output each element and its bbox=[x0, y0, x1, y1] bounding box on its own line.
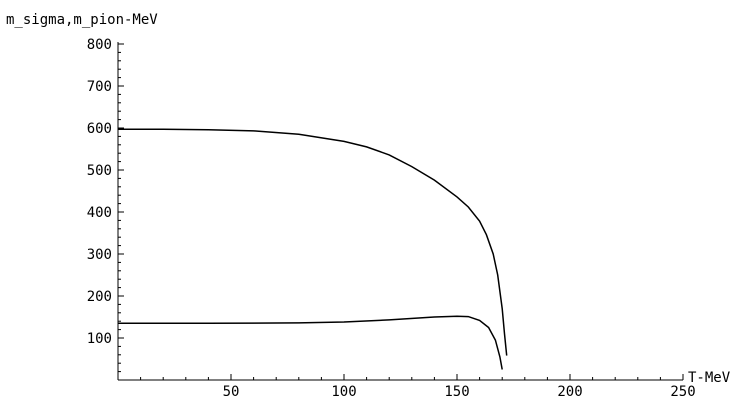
tick-group: 100 200 300 400 500 600 700 800 50 100 150 200 250 bbox=[87, 37, 696, 400]
x-axis-title: T-MeV bbox=[688, 370, 731, 386]
x-tick-label: 50 bbox=[223, 384, 240, 400]
series-line-2 bbox=[118, 315, 503, 370]
y-tick-label: 700 bbox=[87, 79, 112, 95]
y-tick-label: 200 bbox=[87, 289, 112, 305]
x-tick-label: 250 bbox=[670, 384, 695, 400]
y-axis-title: m_sigma,m_pion-MeV bbox=[6, 12, 158, 28]
y-tick-label: 800 bbox=[87, 37, 112, 53]
x-tick-label: 100 bbox=[331, 384, 356, 400]
y-tick-label: 300 bbox=[87, 247, 112, 263]
x-tick-label: 150 bbox=[444, 384, 469, 400]
y-tick-label: 100 bbox=[87, 331, 112, 347]
series-line-1 bbox=[118, 128, 508, 356]
series-group bbox=[118, 128, 508, 370]
y-tick-label: 500 bbox=[87, 163, 112, 179]
x-tick-label: 200 bbox=[557, 384, 582, 400]
y-tick-label: 400 bbox=[87, 205, 112, 221]
y-tick-label: 600 bbox=[87, 121, 112, 137]
